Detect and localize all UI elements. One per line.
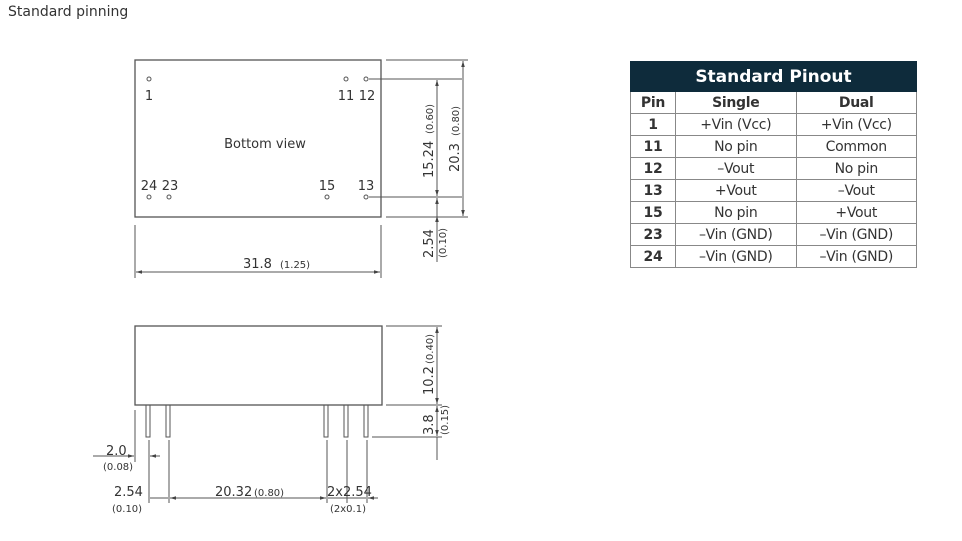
- dim-width-in: (1.25): [280, 260, 310, 271]
- dim-edge: 2.54: [422, 229, 437, 258]
- pin-number: 1: [630, 113, 676, 136]
- pin-hole: [146, 194, 152, 200]
- pin: [165, 404, 171, 438]
- section-title: Standard pinning: [8, 4, 129, 20]
- dual-function: Common: [795, 135, 917, 158]
- table-row: 23 –Vin (GND) –Vin (GND): [630, 223, 917, 246]
- dim-offset: 2.0: [106, 444, 127, 459]
- pin-hole: [146, 76, 152, 82]
- side-view: [93, 325, 442, 503]
- pin-label: 13: [358, 179, 375, 194]
- dual-function: –Vin (GND): [795, 223, 917, 246]
- pin: [363, 404, 369, 438]
- pinout-title: Standard Pinout: [630, 61, 917, 92]
- dim-pin-length-in: (0.15): [440, 405, 451, 435]
- dim-height: 20.3: [448, 143, 463, 172]
- single-function: +Vout: [675, 179, 797, 202]
- dim-body-height: 10.2: [422, 366, 437, 395]
- dim-height-in: (0.80): [451, 106, 462, 136]
- table-row: 11 No pin Common: [630, 135, 917, 158]
- pin-label: 11: [338, 89, 355, 104]
- pin-number: 11: [630, 135, 676, 158]
- dim-width: 31.8: [243, 257, 272, 272]
- pin-label: 24: [141, 179, 158, 194]
- col-dual: Dual: [795, 91, 917, 114]
- pin-hole: [324, 194, 330, 200]
- pin-number: 12: [630, 157, 676, 180]
- pin-hole: [363, 76, 369, 82]
- pinout-table: Standard Pinout Pin Single Dual 1 +Vin (V…: [630, 61, 917, 268]
- table-row: 1 +Vin (Vcc) +Vin (Vcc): [630, 113, 917, 136]
- pin-number: 15: [630, 201, 676, 224]
- single-function: +Vin (Vcc): [675, 113, 797, 136]
- pin-number: 13: [630, 179, 676, 202]
- table-row: 24 –Vin (GND) –Vin (GND): [630, 245, 917, 268]
- dual-function: +Vout: [795, 201, 917, 224]
- dual-function: –Vin (GND): [795, 245, 917, 268]
- bottom-view: [134, 59, 468, 278]
- dim-pin-span: 15.24: [422, 141, 437, 178]
- table-row: 12 –Vout No pin: [630, 157, 917, 180]
- pin: [323, 404, 329, 438]
- dual-function: No pin: [795, 157, 917, 180]
- bottom-view-labels: 1 11 12 24 23 15 13 Bottom view 31.8 (1.…: [141, 89, 463, 272]
- dim-body-height-in: (0.40): [425, 334, 436, 364]
- single-function: –Vin (GND): [675, 245, 797, 268]
- dim-offset-in: (0.08): [103, 462, 133, 473]
- pin-hole: [166, 194, 172, 200]
- dim-span-in: (0.80): [254, 488, 284, 499]
- module-outline-bottom: [134, 59, 382, 218]
- col-single: Single: [675, 91, 797, 114]
- dim-pitch2: 2x2.54: [327, 485, 372, 500]
- single-function: No pin: [675, 135, 797, 158]
- dim-pitch: 2.54: [114, 485, 143, 500]
- pin: [343, 404, 349, 438]
- dim-pin-span-in: (0.60): [425, 104, 436, 134]
- pin-label: 12: [359, 89, 376, 104]
- dim-edge-in: (0.10): [438, 228, 449, 258]
- dim-pin-length: 3.8: [422, 414, 437, 435]
- dim-pitch-in: (0.10): [112, 504, 142, 515]
- pin-label: 15: [319, 179, 336, 194]
- dim-pitch2-in: (2x0.1): [330, 504, 366, 515]
- pin: [145, 404, 151, 438]
- single-function: –Vout: [675, 157, 797, 180]
- dual-function: –Vout: [795, 179, 917, 202]
- table-row: 13 +Vout –Vout: [630, 179, 917, 202]
- dim-span: 20.32: [215, 485, 252, 500]
- col-pin: Pin: [630, 91, 676, 114]
- table-header-row: Pin Single Dual: [630, 91, 917, 114]
- pin-hole: [343, 76, 349, 82]
- side-view-labels: 10.2 (0.40) 3.8 (0.15) 2.0 (0.08) 2.54 (0.…: [103, 334, 451, 515]
- bottom-view-label: Bottom view: [224, 137, 306, 152]
- pin-label: 1: [145, 89, 153, 104]
- single-function: No pin: [675, 201, 797, 224]
- pin-label: 23: [162, 179, 179, 194]
- single-function: –Vin (GND): [675, 223, 797, 246]
- table-row: 15 No pin +Vout: [630, 201, 917, 224]
- pin-number: 24: [630, 245, 676, 268]
- pin-hole: [363, 194, 369, 200]
- dual-function: +Vin (Vcc): [795, 113, 917, 136]
- module-outline-side: [134, 325, 383, 406]
- pin-number: 23: [630, 223, 676, 246]
